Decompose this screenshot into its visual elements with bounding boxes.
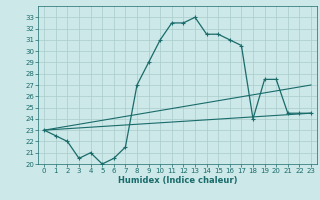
X-axis label: Humidex (Indice chaleur): Humidex (Indice chaleur) [118,176,237,185]
